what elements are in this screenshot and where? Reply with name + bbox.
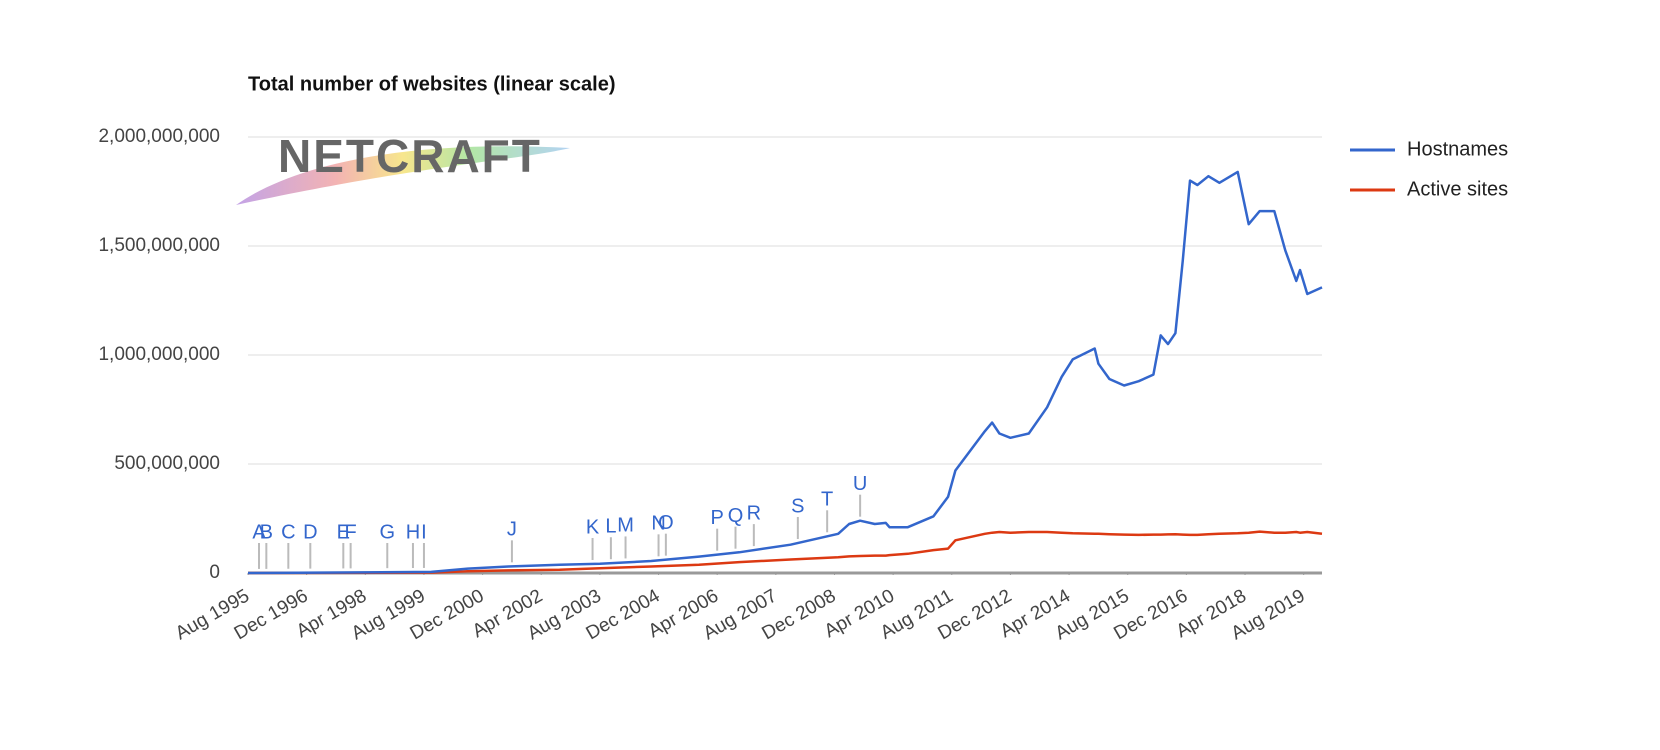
annotation-label: R — [747, 502, 761, 524]
annotation-label: G — [380, 521, 396, 543]
annotation-label: S — [791, 495, 804, 517]
annotation-label: K — [586, 516, 600, 538]
logo-swoosh — [236, 146, 570, 205]
legend-label: Active sites — [1407, 178, 1508, 200]
chart-title: Total number of websites (linear scale) — [248, 73, 616, 95]
annotation-label: U — [853, 473, 867, 495]
y-tick-label: 2,000,000,000 — [98, 126, 220, 147]
y-tick-label: 500,000,000 — [114, 453, 220, 474]
annotation-label: L — [605, 516, 616, 538]
annotation-label: H — [406, 521, 420, 543]
annotation-label: M — [617, 515, 634, 537]
annotation-label: T — [821, 489, 833, 511]
y-tick-label: 0 — [209, 562, 220, 583]
annotation-label: N — [651, 513, 665, 535]
annotation-label: P — [711, 507, 724, 529]
annotation-label: B — [260, 521, 273, 543]
annotation-label: O — [658, 512, 674, 534]
annotation-label: D — [303, 521, 317, 543]
annotation-label: C — [281, 521, 295, 543]
annotation-label: Q — [728, 505, 744, 527]
annotation-label: F — [345, 521, 357, 543]
annotation-label: E — [337, 521, 350, 543]
logo: NETCRAFT — [278, 130, 542, 182]
y-tick-label: 1,500,000,000 — [98, 235, 220, 256]
series-line — [247, 170, 1323, 575]
annotation-label: A — [252, 521, 266, 543]
annotation-label: J — [507, 519, 517, 541]
annotation-label: I — [421, 521, 427, 543]
legend-label: Hostnames — [1407, 138, 1508, 160]
series-line — [247, 530, 1323, 575]
y-tick-label: 1,000,000,000 — [98, 344, 220, 365]
